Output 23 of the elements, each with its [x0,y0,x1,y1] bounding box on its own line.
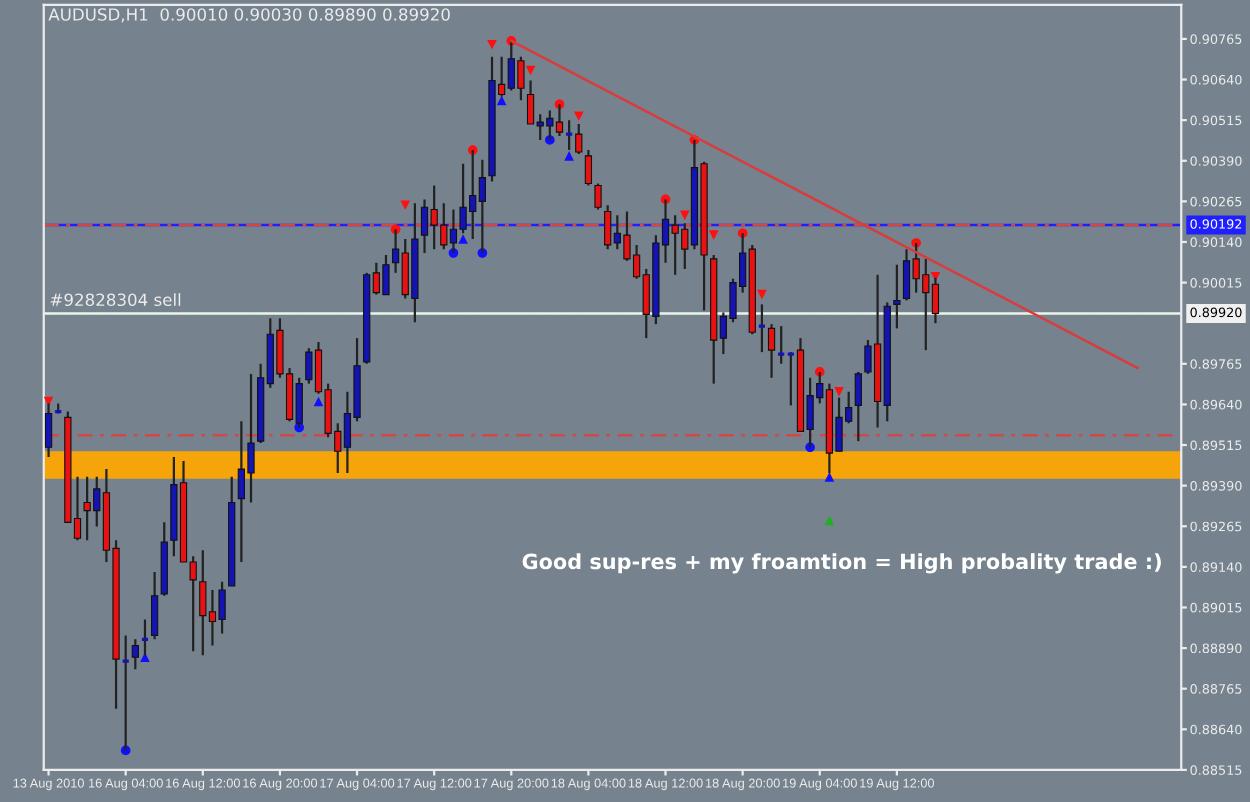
annotation: Good sup-res + my froamtion = High probality trade :) [522,553,1161,574]
ref-line-label: #92828304 sell [50,293,181,307]
chart-title: AUDUSD,H1 0.90010 0.90030 0.89890 0.89920 [48,8,450,23]
candlestick [131,638,139,671]
candlestick [584,148,593,187]
candlestick [893,263,901,330]
point [679,210,690,221]
point [564,151,574,161]
point [458,234,468,244]
point [824,515,835,526]
candlestick [594,182,602,211]
candlestick [150,570,159,641]
point [487,39,497,50]
point [824,472,835,482]
point [708,230,719,240]
candlestick [575,122,583,156]
point [496,95,507,106]
candlestick [854,370,862,443]
point [757,289,767,300]
point [834,386,844,397]
point [573,111,584,122]
point [400,200,411,211]
candlestick [767,323,776,379]
